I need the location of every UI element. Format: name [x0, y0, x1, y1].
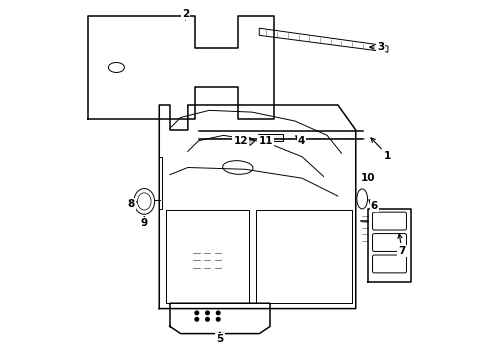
- Text: 7: 7: [398, 234, 406, 256]
- Circle shape: [206, 311, 209, 315]
- Text: 11: 11: [258, 136, 273, 147]
- Text: 5: 5: [217, 332, 223, 343]
- Circle shape: [217, 318, 220, 321]
- Text: 8: 8: [128, 199, 136, 209]
- Polygon shape: [259, 28, 388, 52]
- Circle shape: [217, 311, 220, 315]
- Text: 3: 3: [370, 42, 384, 52]
- Polygon shape: [258, 134, 283, 141]
- Text: 1: 1: [371, 138, 392, 161]
- Text: 2: 2: [182, 9, 189, 20]
- Text: 12: 12: [233, 136, 248, 146]
- Circle shape: [195, 311, 198, 315]
- Circle shape: [195, 318, 198, 321]
- Polygon shape: [241, 135, 255, 145]
- Circle shape: [206, 318, 209, 321]
- Text: 10: 10: [361, 173, 375, 183]
- Text: 4: 4: [296, 136, 305, 147]
- Text: 9: 9: [141, 217, 148, 228]
- Text: 6: 6: [369, 200, 378, 211]
